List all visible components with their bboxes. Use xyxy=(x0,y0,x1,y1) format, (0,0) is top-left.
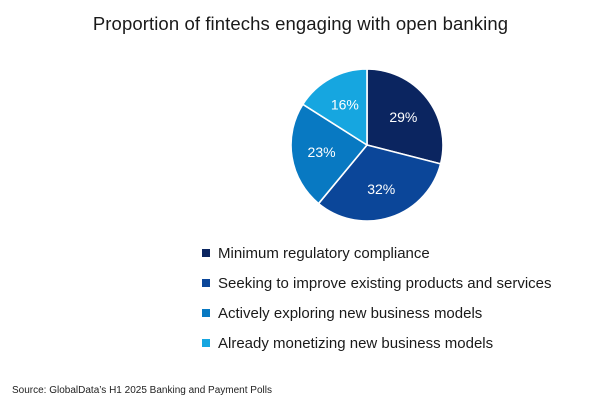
legend-swatch-1 xyxy=(202,249,210,257)
legend-swatch-3 xyxy=(202,309,210,317)
pie-slice-4 xyxy=(302,68,368,146)
pie-slice-label-1: 29% xyxy=(389,109,417,125)
pie-slice-3 xyxy=(290,103,368,205)
pie-slice-1 xyxy=(366,68,444,165)
legend-swatch-4 xyxy=(202,339,210,347)
pie-chart: 29% 32% 23% 16% xyxy=(290,68,444,222)
legend-item-3: Actively exploring new business models xyxy=(202,298,552,328)
source-note: Source: GlobalData’s H1 2025 Banking and… xyxy=(12,385,272,396)
pie-slice-2 xyxy=(317,144,442,222)
legend-label-2: Seeking to improve existing products and… xyxy=(218,274,552,292)
legend-swatch-2 xyxy=(202,279,210,287)
chart-title: Proportion of fintechs engaging with ope… xyxy=(92,13,509,34)
legend-item-2: Seeking to improve existing products and… xyxy=(202,268,552,298)
legend-label-4: Already monetizing new business models xyxy=(218,334,494,352)
pie-slice-label-3: 23% xyxy=(308,144,336,160)
legend-label-3: Actively exploring new business models xyxy=(218,304,483,322)
pie-slice-label-4: 16% xyxy=(331,97,359,113)
pie-slice-label-2: 32% xyxy=(367,181,395,197)
chart-legend: Minimum regulatory compliance Seeking to … xyxy=(202,238,552,358)
legend-label-1: Minimum regulatory compliance xyxy=(218,244,430,262)
legend-item-4: Already monetizing new business models xyxy=(202,328,552,358)
legend-item-1: Minimum regulatory compliance xyxy=(202,238,552,268)
